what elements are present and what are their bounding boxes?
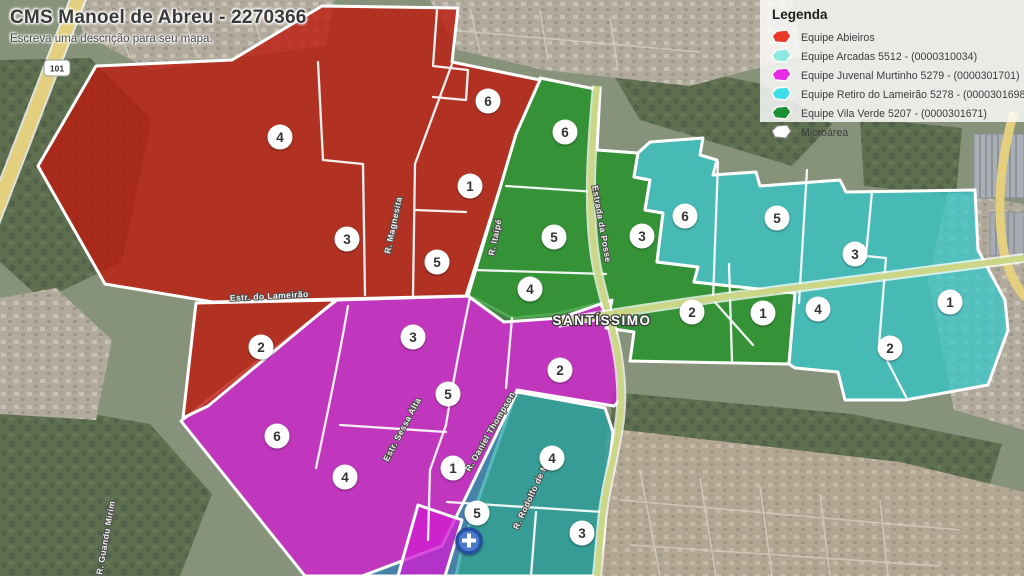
microarea-marker[interactable]: 6: [264, 423, 290, 449]
svg-text:4: 4: [548, 451, 556, 466]
main-roads: [557, 85, 1024, 576]
svg-text:101: 101: [50, 64, 64, 74]
microarea-marker[interactable]: 3: [569, 520, 595, 546]
microarea-marker[interactable]: 6: [552, 119, 578, 145]
microarea-division-lines: [314, 8, 908, 576]
polygon-swatch-icon: [772, 49, 792, 63]
legend-item-abieiros[interactable]: Equipe Abieiros: [772, 28, 1014, 47]
background-streets: [109, 3, 961, 576]
legend-item-arcadas[interactable]: Equipe Arcadas 5512 - (0000310034): [772, 47, 1014, 66]
highway-101-road: [0, 0, 87, 225]
microarea-marker[interactable]: 1: [457, 173, 483, 199]
svg-text:2: 2: [886, 341, 894, 356]
microarea-marker[interactable]: 1: [440, 455, 466, 481]
town-label-santissimo: SANTÍSSIMO: [552, 313, 651, 328]
polygon-swatch-icon: [772, 30, 792, 44]
microarea-marker[interactable]: 2: [679, 299, 705, 325]
polygon-swatch-icon: [772, 106, 792, 120]
microarea-marker[interactable]: 3: [629, 223, 655, 249]
map-description[interactable]: Escreva uma descrição para seu mapa.: [10, 33, 213, 45]
svg-text:5: 5: [550, 230, 558, 245]
polygon-outline-swatch-icon: [772, 125, 792, 139]
microarea-marker[interactable]: 2: [248, 334, 274, 360]
microarea-marker[interactable]: 5: [424, 249, 450, 275]
microarea-marker[interactable]: 1: [937, 289, 963, 315]
svg-text:6: 6: [561, 125, 569, 140]
legend-heading: Legenda: [772, 7, 828, 22]
microarea-marker[interactable]: 6: [475, 88, 501, 114]
svg-text:4: 4: [341, 470, 349, 485]
polygon-swatch-icon: [772, 87, 792, 101]
svg-text:3: 3: [578, 526, 586, 541]
microarea-marker[interactable]: 4: [539, 445, 565, 471]
microarea-marker[interactable]: 3: [400, 324, 426, 350]
svg-text:4: 4: [814, 302, 822, 317]
map-title[interactable]: CMS Manoel de Abreu - 2270366: [10, 7, 307, 28]
legend-item-label: Equipe Juvenal Murtinho 5279 - (00003017…: [801, 69, 1020, 82]
microarea-markers: 4 6 1 3 5 2 6 5 4 3 2 1 6 5 3 4 2 1 3 2 …: [248, 88, 963, 546]
svg-text:3: 3: [638, 229, 646, 244]
legend-item-label: Equipe Arcadas 5512 - (0000310034): [801, 50, 978, 63]
microarea-marker[interactable]: 4: [267, 124, 293, 150]
microarea-marker[interactable]: 1: [750, 300, 776, 326]
microarea-marker[interactable]: 5: [764, 205, 790, 231]
svg-text:5: 5: [433, 255, 441, 270]
microarea-marker[interactable]: 2: [547, 357, 573, 383]
svg-text:3: 3: [343, 232, 351, 247]
svg-text:5: 5: [444, 387, 452, 402]
legend-item-retiro-lameirao[interactable]: Equipe Retiro do Lameirão 5278 - (000030…: [772, 85, 1024, 104]
legend-item-label: Equipe Retiro do Lameirão 5278 - (000030…: [801, 88, 1024, 101]
microarea-marker[interactable]: 4: [332, 464, 358, 490]
svg-text:6: 6: [273, 429, 281, 444]
svg-text:5: 5: [773, 211, 781, 226]
microarea-marker[interactable]: 5: [541, 224, 567, 250]
polygon-swatch-icon: [772, 68, 792, 82]
microarea-marker[interactable]: 4: [517, 276, 543, 302]
legend-item-microarea[interactable]: Microárea: [772, 123, 1014, 142]
microarea-marker[interactable]: 5: [435, 381, 461, 407]
ne-yellow-road: [995, 110, 1024, 302]
microarea-marker[interactable]: 6: [672, 203, 698, 229]
svg-text:3: 3: [851, 247, 859, 262]
microarea-marker[interactable]: 3: [334, 226, 360, 252]
legend-item-label: Equipe Abieiros: [801, 31, 875, 44]
svg-text:3: 3: [409, 330, 417, 345]
health-center-marker[interactable]: [455, 527, 483, 555]
svg-text:1: 1: [946, 295, 954, 310]
hospital-cross-icon: [462, 533, 476, 548]
svg-text:1: 1: [466, 179, 474, 194]
svg-text:4: 4: [276, 130, 284, 145]
highway-101-shield: 101: [43, 59, 71, 77]
svg-text:6: 6: [681, 209, 689, 224]
microarea-marker[interactable]: 2: [877, 335, 903, 361]
svg-text:1: 1: [449, 461, 457, 476]
svg-text:2: 2: [688, 305, 696, 320]
microarea-marker[interactable]: 4: [805, 296, 831, 322]
region-arcadas[interactable]: [632, 136, 1010, 402]
legend-panel: Legenda Equipe Abieiros Equipe Arcadas 5…: [760, 0, 1024, 139]
legend-item-juvenal-murtinho[interactable]: Equipe Juvenal Murtinho 5279 - (00003017…: [772, 66, 1020, 85]
region-juvenal-murtinho-strip[interactable]: [396, 503, 464, 576]
svg-text:2: 2: [257, 340, 265, 355]
microarea-marker[interactable]: 3: [842, 241, 868, 267]
map-title-block: CMS Manoel de Abreu - 2270366 Escreva um…: [10, 7, 307, 45]
svg-text:2: 2: [556, 363, 564, 378]
svg-text:4: 4: [526, 282, 534, 297]
legend-item-label: Microárea: [801, 126, 849, 139]
legend-item-vila-verde[interactable]: Equipe Vila Verde 5207 - (0000301671): [772, 104, 1014, 123]
svg-text:6: 6: [484, 94, 492, 109]
svg-text:5: 5: [473, 506, 481, 521]
legend-item-label: Equipe Vila Verde 5207 - (0000301671): [801, 107, 987, 120]
svg-text:1: 1: [759, 306, 767, 321]
microarea-marker[interactable]: 5: [464, 500, 490, 526]
